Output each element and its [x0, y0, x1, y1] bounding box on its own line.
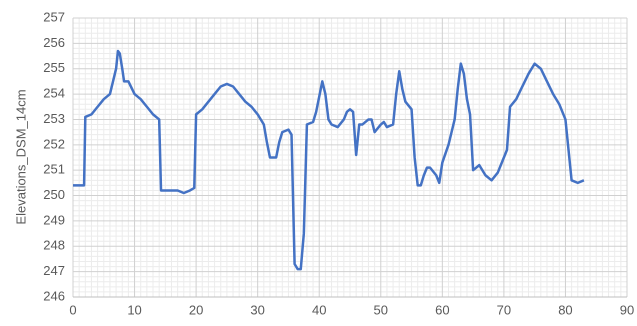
x-tick-label: 10	[127, 302, 141, 317]
y-tick-label: 247	[43, 263, 65, 278]
y-tick-label: 256	[43, 35, 65, 50]
x-tick-label: 60	[435, 302, 449, 317]
x-tick-label: 40	[312, 302, 326, 317]
y-tick-label: 252	[43, 136, 65, 151]
x-tick-label: 70	[497, 302, 511, 317]
y-tick-label: 251	[43, 162, 65, 177]
x-tick-label: 0	[69, 302, 76, 317]
y-tick-label: 254	[43, 86, 65, 101]
x-tick-label: 20	[189, 302, 203, 317]
y-tick-label: 246	[43, 288, 65, 303]
y-tick-label: 249	[43, 212, 65, 227]
y-tick-label: 253	[43, 111, 65, 126]
x-tick-label: 50	[374, 302, 388, 317]
y-tick-label: 257	[43, 9, 65, 24]
y-tick-label: 248	[43, 238, 65, 253]
x-tick-label: 30	[250, 302, 264, 317]
y-axis-title: Elevations_DSM_14cm	[13, 89, 28, 224]
y-tick-label: 255	[43, 60, 65, 75]
x-tick-label: 90	[620, 302, 634, 317]
y-tick-label: 250	[43, 187, 65, 202]
x-tick-label: 80	[558, 302, 572, 317]
data-line	[73, 49, 585, 271]
